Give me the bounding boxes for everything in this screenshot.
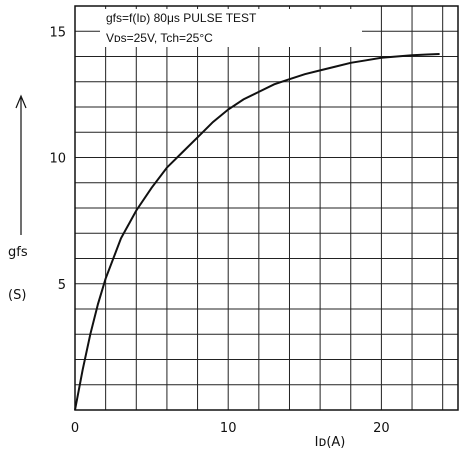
chart-annotation: gfs=f(Iᴅ) 80μs PULSE TEST Vᴅs=25V, Tch=2… <box>100 9 362 47</box>
annotation-line-1: gfs=f(Iᴅ) 80μs PULSE TEST <box>106 11 257 25</box>
plot-frame <box>74 5 459 411</box>
x-tick-label: 20 <box>373 421 390 436</box>
y-axis-arrow-head <box>15 94 27 109</box>
grid <box>75 6 458 410</box>
x-axis-label: Iᴅ(A) <box>315 435 346 450</box>
y-tick-label: 5 <box>58 278 66 293</box>
y-tick-label: 15 <box>49 25 66 40</box>
y-tick-label: 10 <box>49 152 66 167</box>
y-tick-labels: 5 10 15 <box>49 25 66 293</box>
x-tick-label: 10 <box>220 421 237 436</box>
y-axis-label: gfs <box>8 245 28 260</box>
x-tick-labels: 0 10 20 <box>71 421 390 436</box>
y-axis-unit: (S) <box>8 288 26 303</box>
annotation-line-2: Vᴅs=25V, Tch=25°C <box>106 31 213 45</box>
series-line <box>74 53 440 411</box>
x-tick-label: 0 <box>71 421 79 436</box>
